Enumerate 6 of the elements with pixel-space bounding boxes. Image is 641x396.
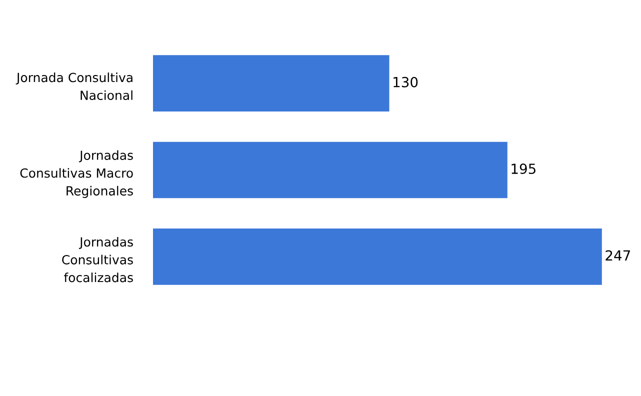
data-label: 195 (512, 164, 536, 174)
y-tick-label: Jornadas Consultivas Macro Regionales (20, 150, 133, 198)
y-tick-label: Jornada Consultiva Nacional (16, 72, 132, 100)
data-label: 130 (394, 76, 418, 88)
data-label: 247 (606, 250, 630, 260)
y-tick-label: Jornadas Consultivas focalizadas (62, 236, 133, 282)
